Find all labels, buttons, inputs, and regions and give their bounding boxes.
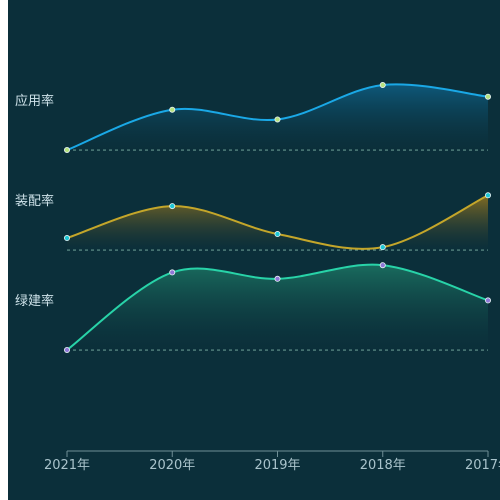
series-1-point-3 [379, 244, 386, 251]
series-0-point-1 [169, 106, 176, 113]
series-2-area [67, 264, 488, 350]
left-edge-strip [0, 0, 8, 500]
series-1-label: 装配率 [15, 193, 54, 209]
series-0-point-4 [484, 93, 491, 100]
x-tick-label-2: 2019年 [254, 458, 300, 473]
x-axis: 2021年 2020年 2019年 2018年 2017年 [44, 450, 500, 473]
series-0-point-3 [379, 82, 386, 89]
x-tick-label-0: 2021年 [44, 458, 90, 473]
series-1-point-2 [274, 231, 281, 238]
series-0-label: 应用率 [12, 93, 54, 109]
series-2-point-2 [274, 275, 281, 282]
series-0-point-2 [274, 116, 281, 123]
series-2-point-0 [64, 346, 71, 353]
series-2-point-4 [484, 297, 491, 304]
series-2-label: 绿建率 [15, 293, 54, 309]
x-ticks: 2021年 2020年 2019年 2018年 2017年 [44, 451, 500, 473]
x-tick-label-1: 2020年 [149, 458, 195, 473]
x-tick-label-3: 2018年 [360, 458, 406, 473]
series-1-point-4 [484, 192, 491, 199]
series-0: 应用率 [12, 82, 491, 153]
series-2-point-1 [169, 269, 176, 276]
series-1: 装配率 [15, 192, 491, 251]
series-0-point-0 [64, 146, 71, 153]
series-2: 绿建率 [15, 262, 491, 353]
x-tick-label-4: 2017年 [465, 458, 500, 473]
series-1-area [67, 195, 488, 250]
series-0-area [67, 84, 488, 150]
series-1-point-0 [64, 235, 71, 242]
series-1-point-1 [169, 203, 176, 210]
series-2-point-3 [379, 262, 386, 269]
